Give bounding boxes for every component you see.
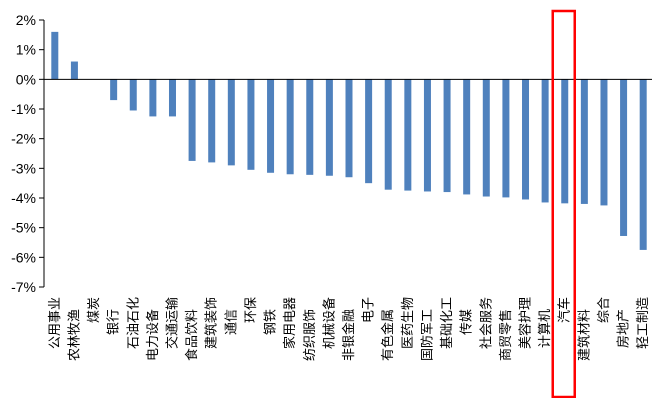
x-tick-label: 家用电器 [282, 297, 298, 349]
bar [149, 79, 157, 117]
y-axis: 2% 1% 0% -1% -2% -3% -4% -5% -6% -7% [11, 12, 45, 295]
bar [423, 79, 431, 192]
x-tick-label: 传媒 [460, 309, 475, 335]
bar [286, 79, 294, 175]
x-tick-label: 社会服务 [478, 297, 494, 349]
x-tick-label: 基础化工 [440, 297, 455, 349]
x-tick-label: 商贸零售 [498, 309, 514, 361]
x-tick-label: 建筑材料 [576, 309, 592, 361]
x-tick-label: 石油石化 [126, 297, 141, 349]
x-tick-label: 钢铁 [264, 309, 279, 335]
x-tick-label: 电力设备 [145, 309, 161, 361]
bar [110, 79, 118, 101]
x-tick-label: 电子 [362, 297, 377, 323]
x-tick-label: 轻工制造 [636, 297, 651, 349]
x-tick-label: 环保 [244, 297, 259, 323]
bar [404, 79, 412, 191]
bar [600, 79, 608, 206]
bar [247, 79, 255, 170]
bar [522, 79, 530, 200]
x-tick-label: 银行 [107, 309, 122, 335]
bar [188, 79, 196, 161]
y-tick-label: -2% [11, 131, 36, 147]
x-tick-label: 有色金属 [380, 309, 396, 361]
bar [541, 79, 549, 203]
x-tick-label: 汽车 [557, 297, 573, 323]
y-tick-label: 2% [16, 12, 36, 28]
y-tick-label: -3% [11, 160, 36, 176]
bar [620, 79, 628, 236]
x-labels: 公用事业 农林牧渔 煤炭 银行 石油石化 电力设备 交通运输 食品饮料 建筑装饰 通信 环保 钢铁 家用… [48, 297, 651, 361]
bar [482, 79, 490, 197]
y-tick-label: -6% [11, 249, 36, 265]
x-tick-label: 纺织服饰 [303, 309, 318, 361]
x-tick-label: 美容护理 [518, 297, 534, 349]
bar [580, 79, 588, 204]
x-tick-label: 通信 [224, 309, 239, 335]
bar [208, 79, 216, 163]
y-tick-label: -5% [11, 220, 36, 236]
x-tick-label: 计算机 [538, 309, 553, 348]
bar [502, 79, 510, 198]
bar [168, 79, 176, 117]
bar [129, 79, 137, 111]
y-tick-label: -1% [11, 101, 36, 117]
bar [639, 79, 647, 250]
x-tick-label: 国防军工 [419, 309, 435, 361]
x-tick-label: 交通运输 [164, 297, 180, 349]
y-tick-label: -4% [11, 190, 36, 206]
x-tick-label: 综合 [597, 297, 612, 323]
y-tick-label: 0% [16, 71, 36, 87]
x-tick-label: 公用事业 [48, 297, 63, 349]
bar [443, 79, 451, 193]
bar [561, 79, 569, 204]
bar [365, 79, 373, 184]
x-tick-label: 农林牧渔 [67, 309, 82, 361]
highlight [551, 9, 576, 398]
x-tick-label: 医药生物 [401, 297, 416, 349]
x-tick-label: 机械设备 [321, 297, 337, 349]
x-tick-label: 建筑装饰 [204, 297, 220, 349]
bar [384, 79, 392, 190]
bar [267, 79, 275, 173]
bar [70, 61, 78, 80]
x-tick-label: 房地产 [616, 309, 632, 348]
x-tick-label: 煤炭 [87, 297, 102, 323]
y-tick-label: -7% [11, 279, 36, 295]
bar [463, 79, 471, 195]
highlight-box [551, 9, 576, 398]
bar [51, 31, 59, 80]
bar [227, 79, 235, 166]
y-tick-label: 1% [16, 42, 36, 58]
x-tick-label: 食品饮料 [184, 309, 200, 361]
x-tick-label: 非银金融 [341, 309, 357, 361]
bar [345, 79, 353, 178]
bar [306, 79, 314, 175]
bars [51, 31, 647, 250]
bar [325, 79, 333, 176]
